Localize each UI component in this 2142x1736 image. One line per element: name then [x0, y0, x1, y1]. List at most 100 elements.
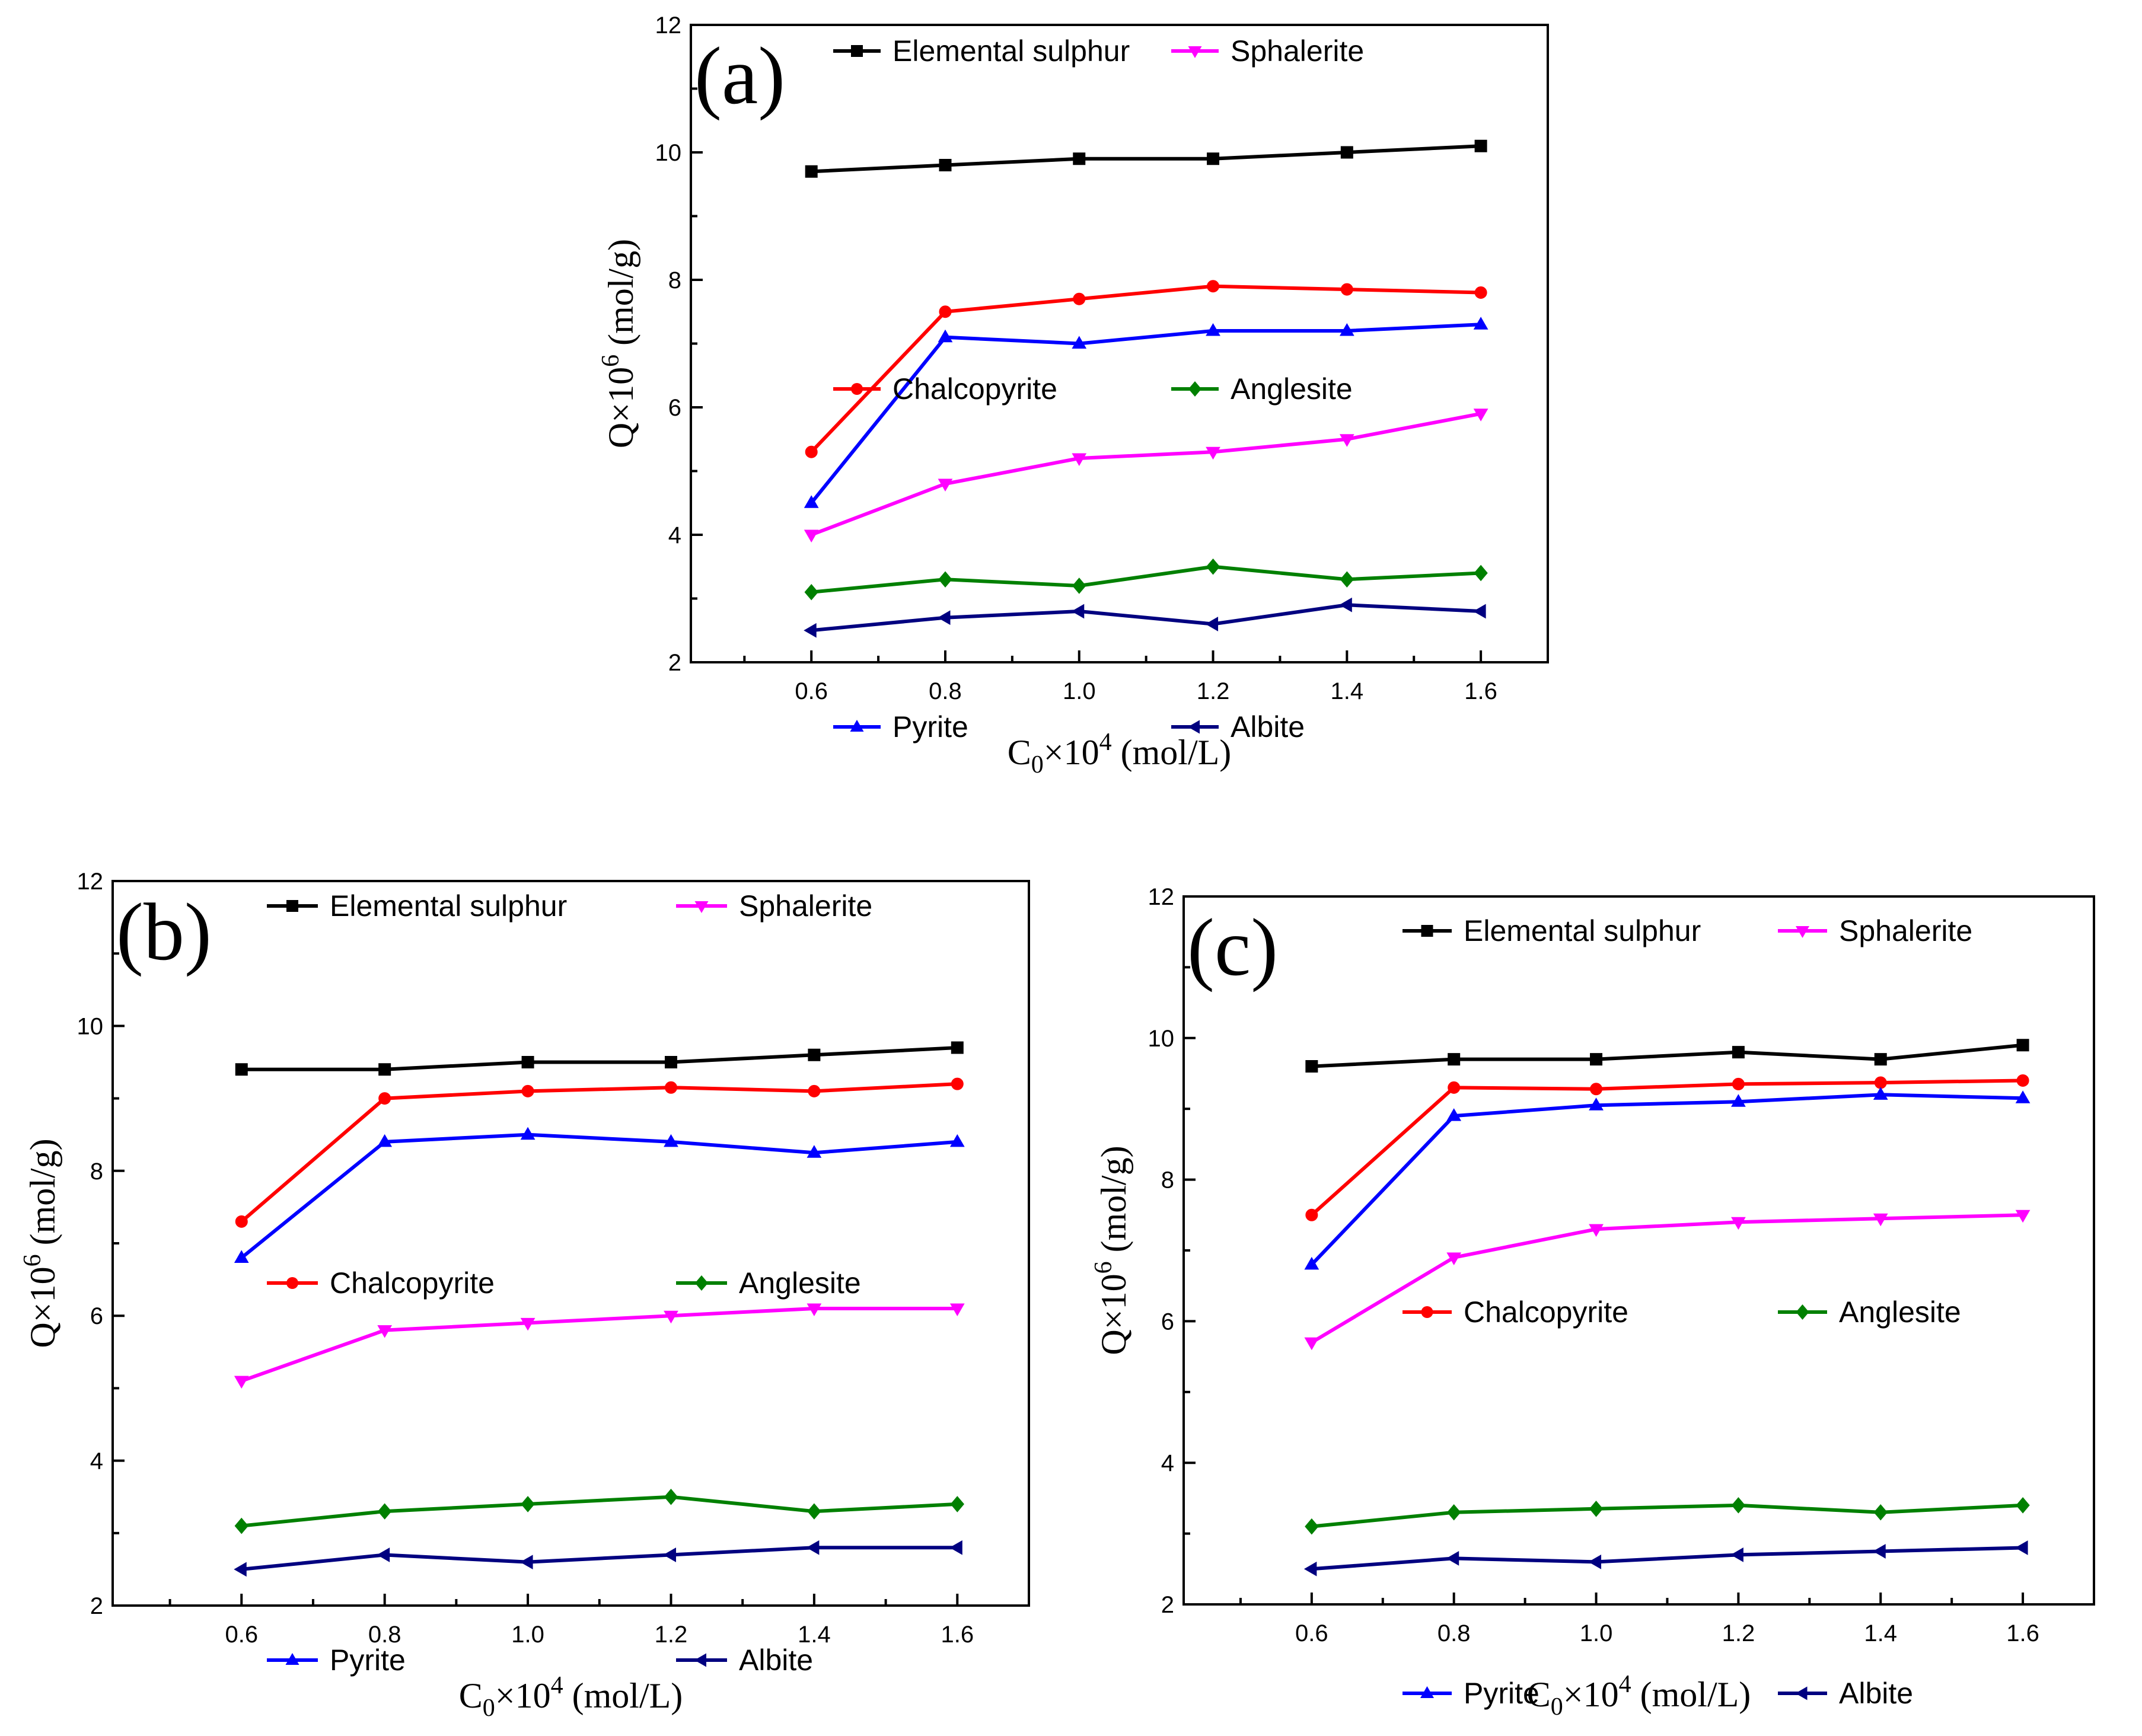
y-tick-label: 2: [1161, 1592, 1174, 1618]
series-line: [241, 1046, 958, 1071]
panel-label: (c): [1187, 902, 1278, 993]
data-point: [1304, 1256, 1319, 1270]
x-tick-label: 0.6: [225, 1622, 258, 1648]
data-point: [1873, 1504, 1888, 1521]
data-point: [1305, 1060, 1318, 1073]
data-point: [1446, 1551, 1459, 1566]
data-point: [2015, 1090, 2031, 1103]
data-point: [234, 1562, 247, 1577]
data-point: [1448, 1053, 1461, 1066]
y-axis-label: Q×106 (mol/g): [1090, 1145, 1133, 1355]
data-point: [1731, 1094, 1746, 1107]
y-tick-label: 8: [1161, 1167, 1174, 1194]
legend-marker: [286, 1277, 298, 1289]
legend-item: Chalcopyrite: [1403, 1295, 1628, 1329]
legend-marker: [1795, 1686, 1808, 1700]
y-tick-label: 2: [90, 1593, 103, 1619]
x-tick-label: 1.0: [1580, 1620, 1613, 1646]
series-line: [811, 603, 1481, 633]
series-line: [1310, 1093, 2023, 1266]
data-point: [1874, 1076, 1887, 1089]
legend-item: Albite: [676, 1644, 813, 1677]
x-axis-label: C0×104 (mol/L): [1527, 1671, 1751, 1721]
data-point: [1072, 453, 1087, 467]
data-point: [1731, 1497, 1746, 1514]
series-anglesite: [804, 558, 1488, 601]
data-point: [1873, 1087, 1888, 1100]
data-point: [1339, 597, 1352, 612]
x-tick-label: 1.2: [1722, 1620, 1755, 1646]
legend-label: Chalcopyrite: [893, 372, 1057, 406]
series-elemental-sulphur: [805, 139, 1487, 178]
data-point: [1073, 152, 1086, 165]
y-tick-label: 12: [1148, 884, 1175, 910]
data-point: [1474, 139, 1487, 152]
data-point: [378, 1063, 391, 1076]
x-tick-label: 1.4: [1331, 678, 1364, 704]
panel-label: (b): [116, 886, 212, 977]
data-point: [1473, 317, 1488, 330]
series-sphalerite: [804, 409, 1488, 543]
data-point: [378, 1503, 392, 1520]
series-line: [811, 411, 1481, 537]
series-pyrite: [234, 1127, 965, 1263]
data-point: [521, 1496, 535, 1512]
x-tick-label: 1.4: [798, 1622, 831, 1648]
x-axis-label: C0×104 (mol/L): [1008, 729, 1232, 778]
data-point: [804, 529, 819, 543]
x-tick-label: 1.0: [511, 1622, 544, 1648]
legend-label: Anglesite: [739, 1266, 861, 1300]
data-point: [521, 1084, 534, 1097]
legend-item: Chalcopyrite: [833, 372, 1057, 406]
legend-item: Elemental sulphur: [267, 889, 567, 923]
series-chalcopyrite: [805, 280, 1487, 458]
data-point: [805, 445, 818, 458]
legend-marker: [1421, 925, 1433, 937]
legend-item: Chalcopyrite: [267, 1266, 495, 1300]
legend-item: Pyrite: [833, 710, 968, 743]
y-tick-label: 4: [90, 1448, 103, 1475]
series-chalcopyrite: [1305, 1074, 2029, 1221]
legend-label: Chalcopyrite: [330, 1266, 495, 1300]
data-point: [807, 1145, 822, 1158]
legend-item: Sphalerite: [1778, 914, 1972, 947]
legend-item: Anglesite: [676, 1266, 861, 1300]
series-line: [241, 1546, 958, 1571]
data-point: [234, 1250, 249, 1263]
data-point: [1207, 152, 1220, 165]
data-point: [1589, 1097, 1604, 1110]
series-line: [241, 1495, 958, 1528]
data-point: [1304, 1337, 1319, 1351]
y-tick-label: 12: [655, 12, 682, 39]
series-line: [241, 1306, 958, 1383]
data-point: [806, 1540, 820, 1555]
legend-marker: [1796, 926, 1809, 938]
data-point: [804, 495, 819, 508]
data-point: [949, 1303, 965, 1316]
legend: Elemental sulphur Chalcopyrite Pyrite Sphal…: [833, 34, 1364, 743]
legend-item: Anglesite: [1778, 1295, 1961, 1329]
data-point: [2015, 1210, 2031, 1223]
data-point: [1071, 604, 1085, 619]
series-pyrite: [1304, 1087, 2031, 1270]
data-point: [1732, 1077, 1745, 1090]
legend-item: Elemental sulphur: [833, 34, 1130, 68]
y-tick-label: 6: [668, 395, 681, 421]
data-point: [1205, 617, 1219, 631]
legend-item: Pyrite: [1403, 1677, 1539, 1710]
data-point: [1072, 336, 1087, 349]
legend-marker: [851, 45, 863, 57]
legend-item: Albite: [1171, 710, 1305, 743]
data-point: [2016, 1497, 2030, 1514]
series-line: [809, 323, 1481, 505]
legend-item: Anglesite: [1171, 372, 1353, 406]
series-anglesite: [1305, 1497, 2030, 1535]
data-point: [937, 610, 951, 626]
data-point: [1589, 1501, 1604, 1517]
series-line: [1311, 1503, 2023, 1528]
data-point: [1448, 1081, 1461, 1094]
x-tick-label: 0.8: [368, 1622, 401, 1648]
